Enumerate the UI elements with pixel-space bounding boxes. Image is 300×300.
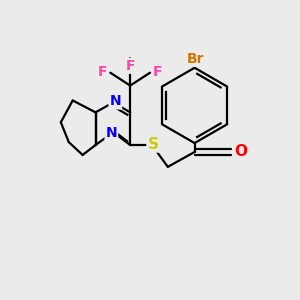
Text: O: O xyxy=(235,145,248,160)
Text: F: F xyxy=(125,59,135,73)
Text: F: F xyxy=(153,65,163,79)
Text: Br: Br xyxy=(187,52,204,66)
Text: N: N xyxy=(110,94,121,109)
Text: N: N xyxy=(106,126,117,140)
Text: F: F xyxy=(98,65,107,79)
Text: S: S xyxy=(148,136,158,152)
